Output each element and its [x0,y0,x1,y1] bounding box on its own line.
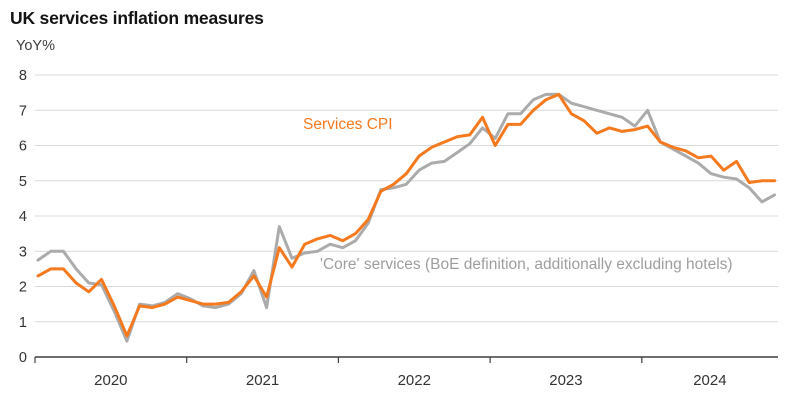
core-services-line [36,92,777,343]
series-label-core-services: 'Core' services (BoE definition, additio… [320,256,733,273]
x-axis-year-labels: 2020 2021 2022 2023 2024 [94,372,726,389]
svg-text:2: 2 [19,280,27,296]
chart-title: UK services inflation measures [10,8,264,28]
svg-text:2021: 2021 [246,372,279,389]
x-axis-ticks [34,357,643,363]
svg-text:0: 0 [19,350,27,366]
svg-text:2023: 2023 [549,372,582,389]
svg-text:2022: 2022 [398,372,431,389]
series-label-services-cpi: Services CPI [303,116,393,133]
svg-text:2024: 2024 [693,372,726,389]
gridlines [35,74,778,323]
y-axis-tick-labels: 0 1 2 3 4 5 6 7 8 [19,68,27,366]
y-axis-unit-label: YoY% [16,38,55,54]
svg-text:3: 3 [19,244,27,260]
svg-text:5: 5 [19,174,27,190]
svg-text:1: 1 [19,315,27,331]
svg-text:2020: 2020 [94,372,127,389]
svg-text:6: 6 [19,139,27,155]
svg-text:8: 8 [19,68,27,84]
svg-text:4: 4 [19,209,27,225]
svg-text:7: 7 [19,103,27,119]
services-cpi-line [36,92,777,338]
